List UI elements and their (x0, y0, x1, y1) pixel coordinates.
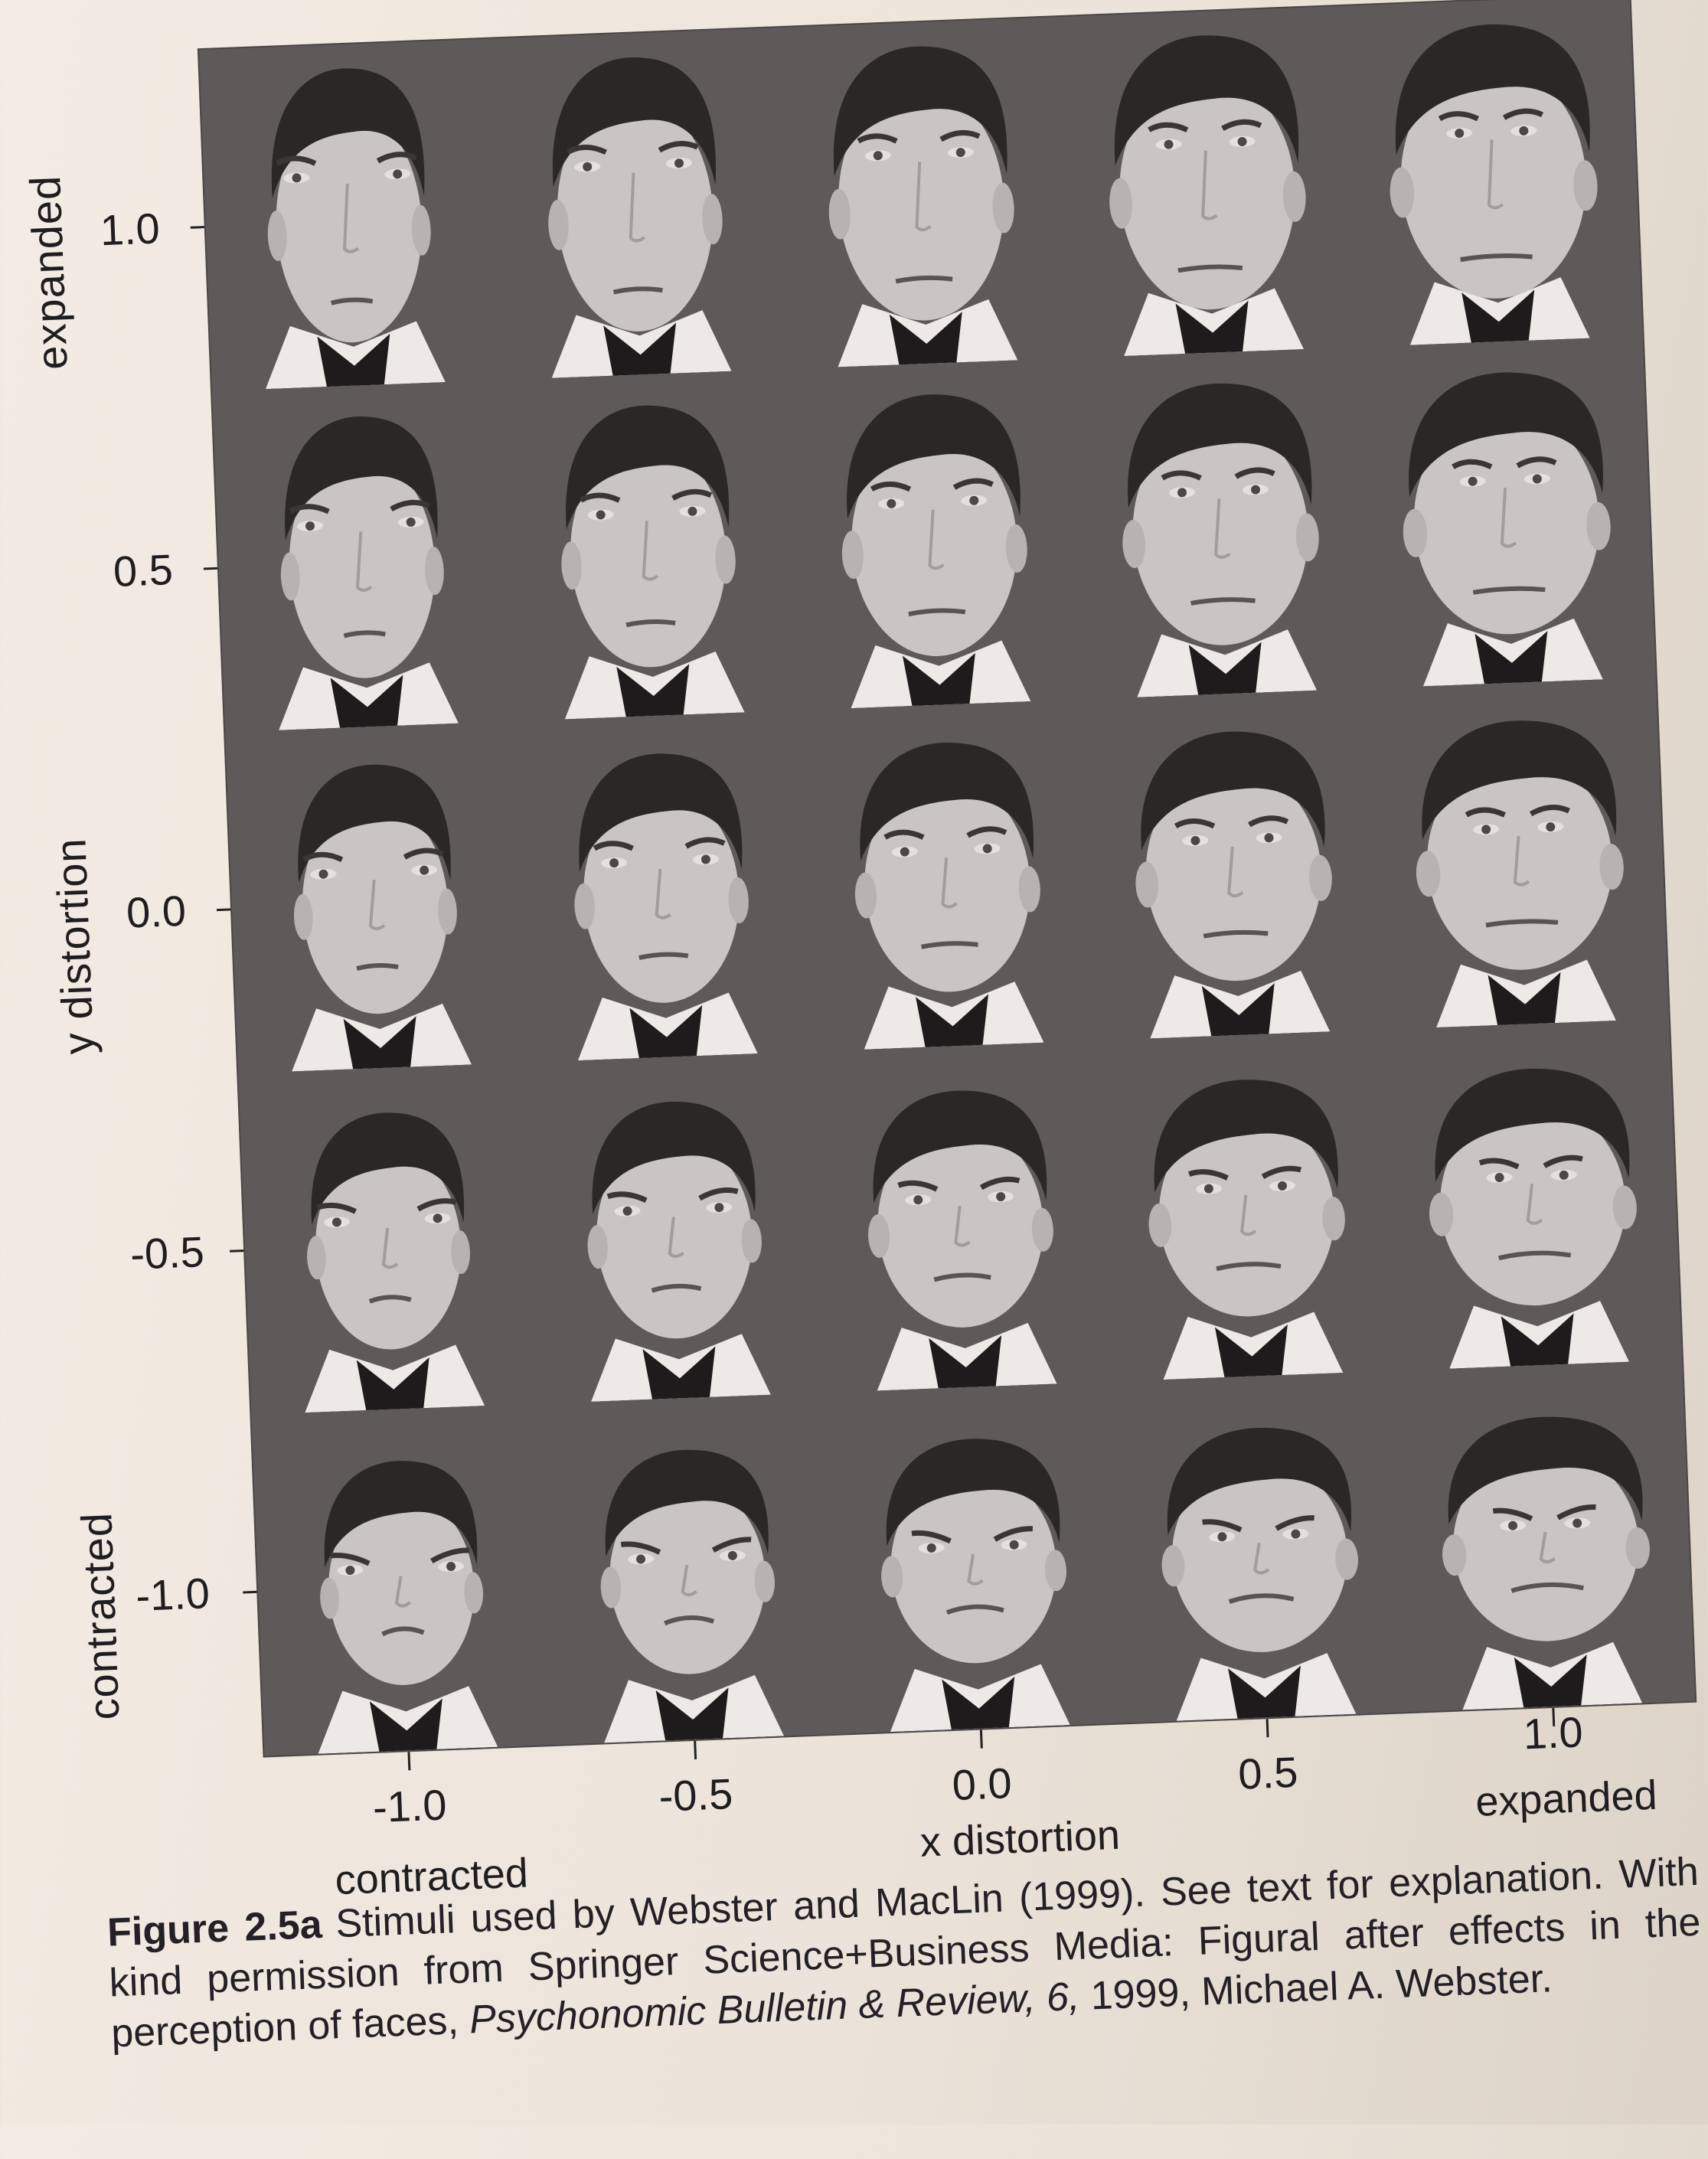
face-cell (1370, 678, 1669, 1030)
face-photo-icon (561, 405, 745, 720)
x-tick-label: -0.5 (658, 1769, 734, 1821)
x-tick-label: 0.5 (1237, 1747, 1299, 1798)
figure-label: Figure 2.5a (106, 1902, 323, 1955)
face-photo-icon (1135, 731, 1332, 1039)
face-photo-icon (841, 394, 1031, 709)
x-tick-mark (694, 1740, 697, 1759)
face-cell (1057, 6, 1357, 358)
face-photo-icon (265, 68, 446, 390)
face-cell (1357, 336, 1656, 688)
y-axis-bottom-label: contracted (72, 1511, 129, 1721)
x-axis-right-label: expanded (1474, 1772, 1658, 1825)
face-photo-icon (279, 416, 459, 730)
face-cell (1070, 347, 1370, 699)
face-cell (212, 380, 511, 732)
y-tick-mark (203, 567, 220, 570)
face-photo-icon (318, 1461, 498, 1754)
y-axis-top-label: expanded (21, 174, 77, 371)
face-cell (251, 1404, 550, 1756)
face-cell (1110, 1370, 1409, 1723)
x-tick-mark (1265, 1719, 1269, 1738)
face-photo-icon (548, 57, 732, 378)
x-tick-label: -1.0 (371, 1780, 448, 1832)
y-tick-mark (216, 908, 234, 912)
face-cell (498, 369, 798, 721)
x-tick-label: 1.0 (1522, 1707, 1584, 1759)
x-tick-mark (979, 1729, 983, 1749)
face-cell (225, 721, 524, 1073)
face-cell (524, 1051, 824, 1403)
x-tick-label: 0.0 (951, 1759, 1013, 1810)
face-photo-icon (1390, 24, 1598, 345)
y-tick-label: -0.5 (129, 1227, 205, 1279)
y-tick-label: 0.0 (125, 886, 188, 937)
caption-text-2: 1999, Michael A. Webster. (1079, 1956, 1553, 2019)
face-photo-icon (305, 1112, 485, 1413)
y-tick-mark (243, 1590, 260, 1594)
face-cell (771, 17, 1070, 369)
face-photo-icon (574, 753, 758, 1061)
face-photo-icon (868, 1090, 1057, 1391)
face-cell (485, 28, 785, 380)
y-tick-label: -1.0 (135, 1569, 211, 1620)
y-tick-label: 0.5 (112, 545, 174, 596)
face-photo-icon (1416, 720, 1624, 1028)
face-cell (511, 710, 811, 1063)
face-cell (199, 39, 498, 391)
face-photo-icon (1442, 1416, 1650, 1710)
face-photo-icon (587, 1102, 771, 1402)
face-photo-icon (292, 764, 472, 1072)
y-tick-label: 1.0 (99, 204, 161, 255)
y-tick-mark (190, 225, 207, 229)
face-photo-icon (1109, 35, 1306, 357)
face-photo-icon (600, 1449, 785, 1743)
x-tick-mark (407, 1752, 411, 1771)
face-photo-icon (828, 46, 1018, 367)
face-cell (824, 1382, 1123, 1734)
y-tick-mark (230, 1249, 247, 1253)
face-cell (811, 1040, 1110, 1393)
face-cell (1083, 688, 1383, 1040)
face-cell (238, 1063, 537, 1415)
face-photo-icon (1122, 383, 1319, 697)
face-cell (1396, 1360, 1695, 1712)
x-axis-title: x distortion (919, 1811, 1122, 1866)
face-cell (1096, 1030, 1396, 1382)
face-stimuli-grid (198, 0, 1696, 1756)
face-photo-icon (1148, 1080, 1345, 1380)
y-axis-title: y distortion (46, 837, 103, 1056)
face-photo-icon (1429, 1068, 1637, 1369)
face-cell (537, 1393, 837, 1745)
face-photo-icon (1403, 372, 1611, 687)
face-photo-icon (1161, 1428, 1358, 1721)
face-cell (1383, 1018, 1682, 1370)
face-cell (798, 699, 1097, 1051)
face-cell (784, 358, 1083, 710)
face-photo-icon (881, 1439, 1070, 1733)
face-cell (1344, 0, 1643, 347)
face-photo-icon (854, 743, 1044, 1050)
